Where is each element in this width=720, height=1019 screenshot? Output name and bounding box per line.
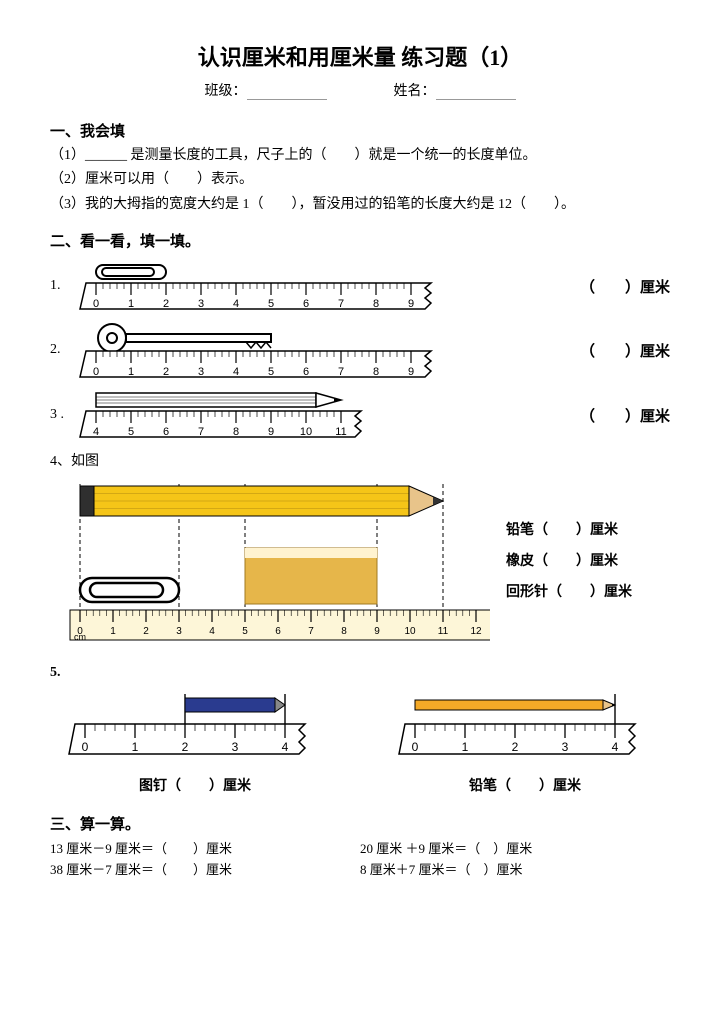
s2-q5-label: 5. [50, 662, 670, 684]
svg-text:10: 10 [404, 626, 416, 637]
svg-text:8: 8 [373, 298, 379, 310]
section-1-title: 一、我会填 [50, 120, 670, 141]
svg-text:1: 1 [128, 298, 134, 310]
svg-text:4: 4 [282, 740, 289, 754]
svg-text:0: 0 [93, 298, 99, 310]
s3-row-1: 38 厘米－7 厘米＝（ ）厘米 8 厘米＋7 厘米＝（ ）厘米 [50, 859, 670, 878]
s2-q4-svg: 0123456789101112cm [50, 478, 490, 648]
svg-text:3: 3 [562, 740, 569, 754]
svg-text:3: 3 [198, 366, 204, 378]
svg-text:4: 4 [93, 426, 99, 438]
section-2-title: 二、看一看，填一填。 [50, 230, 670, 251]
class-blank[interactable] [247, 85, 327, 100]
s3-row-0: 13 厘米－9 厘米＝（ ）厘米 20 厘米 ＋9 厘米＝（ ）厘米 [50, 838, 670, 857]
s1-q3: （3）我的大拇指的宽度大约是 1（ ），暂没用过的铅笔的长度大约是 12（ ）。 [50, 194, 670, 216]
svg-text:9: 9 [268, 426, 274, 438]
svg-text:10: 10 [300, 426, 312, 438]
svg-text:2: 2 [512, 740, 519, 754]
svg-text:2: 2 [182, 740, 189, 754]
s2-q5-wrap: 0 1 2 3 4 图钉（ ）厘米 0 1 2 3 4 铅笔（ ）厘米 [50, 690, 670, 795]
s2-q4-ans-eraser: 橡皮（ ）厘米 [506, 547, 632, 578]
s2-q1-label: 1. [50, 278, 76, 294]
s2-q4-label: 4、如图 [50, 451, 670, 473]
svg-text:11: 11 [438, 626, 449, 637]
section-3-title: 三、算一算。 [50, 813, 670, 834]
page-title: 认识厘米和用厘米量 练习题（1） [50, 40, 670, 72]
svg-text:5: 5 [242, 626, 248, 637]
svg-text:6: 6 [303, 366, 309, 378]
svg-text:8: 8 [373, 366, 379, 378]
name-label: 姓名： [394, 84, 436, 99]
svg-text:8: 8 [233, 426, 239, 438]
s2-q3-svg: 4 5 6 7 8 9 10 11 [76, 389, 456, 441]
s2-q2-row: 2. 0 1 2 3 4 5 6 7 8 9 （ ）厘米 [50, 321, 670, 379]
svg-text:4: 4 [233, 298, 239, 310]
svg-text:3: 3 [176, 626, 182, 637]
s2-q5-left-svg: 0 1 2 3 4 [65, 690, 325, 760]
svg-text:8: 8 [341, 626, 347, 637]
s2-q5-left: 0 1 2 3 4 图钉（ ）厘米 [50, 690, 340, 795]
svg-text:9: 9 [374, 626, 380, 637]
s1-q2: （2）厘米可以用（ ）表示。 [50, 169, 670, 191]
s2-q4-ans-pencil: 铅笔（ ）厘米 [506, 516, 632, 547]
svg-text:3: 3 [198, 298, 204, 310]
svg-text:4: 4 [209, 626, 215, 637]
svg-text:9: 9 [408, 366, 414, 378]
name-blank[interactable] [436, 85, 516, 100]
svg-text:5: 5 [268, 298, 274, 310]
svg-text:7: 7 [338, 366, 344, 378]
s3-r0-a: 13 厘米－9 厘米＝（ ）厘米 [50, 838, 360, 857]
svg-text:6: 6 [303, 298, 309, 310]
svg-text:1: 1 [462, 740, 469, 754]
s2-q3-row: 3 . 4 5 6 7 8 9 10 11 （ ）厘米 [50, 389, 670, 441]
svg-text:7: 7 [338, 298, 344, 310]
s2-q5-right-caption: 铅笔（ ）厘米 [380, 775, 670, 795]
svg-text:0: 0 [412, 740, 419, 754]
s2-q4-wrap: 0123456789101112cm 铅笔（ ）厘米 橡皮（ ）厘米 回形针（ … [50, 478, 670, 648]
s2-q3-label: 3 . [50, 407, 76, 423]
s2-q5-left-caption: 图钉（ ）厘米 [50, 775, 340, 795]
svg-text:1: 1 [110, 626, 116, 637]
s2-q1-svg: 0 1 2 3 4 5 6 7 8 9 [76, 261, 456, 311]
s2-q1-row: 1. 0 1 2 3 4 5 6 7 8 9 （ ）厘米 [50, 261, 670, 311]
svg-text:9: 9 [408, 298, 414, 310]
s2-q3-answer: （ ）厘米 [580, 405, 670, 426]
svg-text:cm: cm [74, 632, 86, 642]
header-fields: 班级： 姓名： [50, 80, 670, 100]
svg-text:5: 5 [128, 426, 134, 438]
svg-text:11: 11 [335, 426, 346, 438]
svg-text:7: 7 [198, 426, 204, 438]
s2-q2-answer: （ ）厘米 [580, 340, 670, 361]
s3-r1-b: 8 厘米＋7 厘米＝（ ）厘米 [360, 859, 670, 878]
svg-text:1: 1 [132, 740, 139, 754]
svg-text:5: 5 [268, 366, 274, 378]
svg-text:0: 0 [93, 366, 99, 378]
s2-q4-answers: 铅笔（ ）厘米 橡皮（ ）厘米 回形针（ ）厘米 [506, 516, 632, 608]
svg-text:2: 2 [163, 298, 169, 310]
svg-text:0: 0 [82, 740, 89, 754]
s2-q1-answer: （ ）厘米 [580, 276, 670, 297]
svg-text:4: 4 [612, 740, 619, 754]
svg-text:7: 7 [308, 626, 314, 637]
s2-q5-right-svg: 0 1 2 3 4 [395, 690, 655, 760]
svg-text:6: 6 [275, 626, 281, 637]
svg-text:3: 3 [232, 740, 239, 754]
svg-text:6: 6 [163, 426, 169, 438]
class-label: 班级： [205, 84, 247, 99]
s3-r1-a: 38 厘米－7 厘米＝（ ）厘米 [50, 859, 360, 878]
svg-text:2: 2 [163, 366, 169, 378]
svg-text:2: 2 [143, 626, 149, 637]
svg-text:4: 4 [233, 366, 239, 378]
s2-q2-svg: 0 1 2 3 4 5 6 7 8 9 [76, 321, 456, 379]
s1-q1: （1）______ 是测量长度的工具，尺子上的（ ）就是一个统一的长度单位。 [50, 145, 670, 167]
s2-q5-right: 0 1 2 3 4 铅笔（ ）厘米 [380, 690, 670, 795]
s2-q2-label: 2. [50, 342, 76, 358]
s3-r0-b: 20 厘米 ＋9 厘米＝（ ）厘米 [360, 838, 670, 857]
svg-text:12: 12 [470, 626, 482, 637]
svg-text:1: 1 [128, 366, 134, 378]
s2-q4-ans-clip: 回形针（ ）厘米 [506, 578, 632, 609]
